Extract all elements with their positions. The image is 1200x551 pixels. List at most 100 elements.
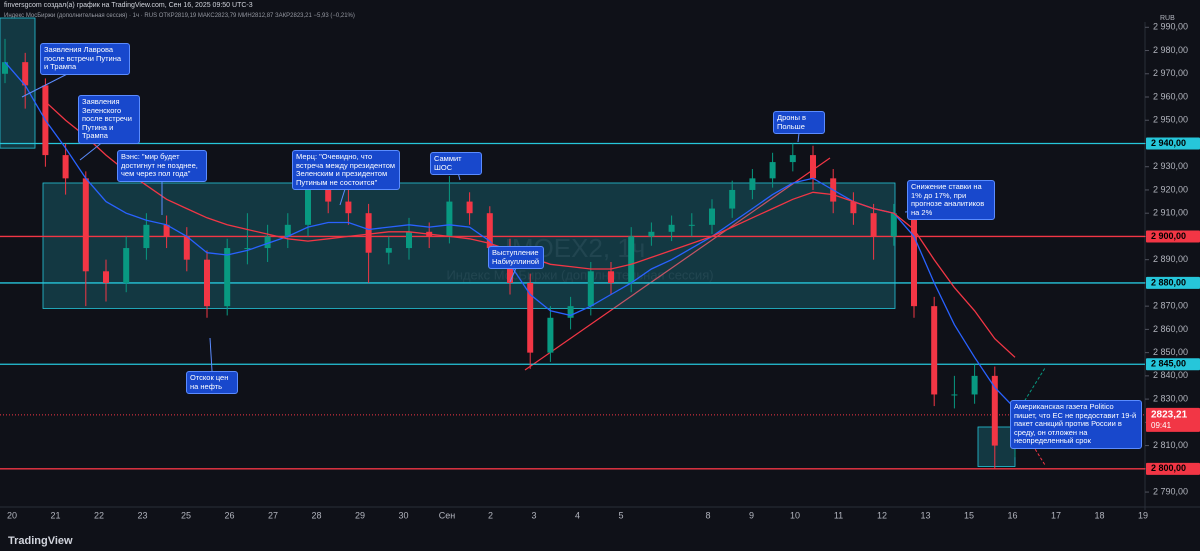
candle-body [345,201,352,214]
y-tick-label: 2 930,00 [1153,161,1188,171]
watermark-name: Индекс МосБиржи (дополнительная сессия) [446,267,713,282]
annotation: Саммит ШОС [430,152,482,175]
x-tick-label: 11 [834,510,843,520]
y-tick-label: 2 980,00 [1153,45,1188,55]
x-tick-label: 10 [790,510,800,520]
candle-body [587,271,594,307]
candle-body [608,271,614,283]
candle-body [163,224,170,237]
candle-body [486,213,493,249]
candle-body [991,375,998,446]
forecast-up [1021,367,1046,406]
x-tick-label: 8 [705,510,710,520]
trend-line [524,157,831,371]
x-tick-label: 18 [1094,510,1104,520]
candle-body [305,189,311,225]
candle-body [527,282,534,353]
price-level-label: 2 800,00 [1151,463,1186,473]
price-level-label: 2 845,00 [1151,359,1186,369]
candle-body [749,178,756,190]
x-tick-label: 29 [355,510,365,520]
annotation: Заявления Зеленского после встречи Путин… [78,95,140,144]
y-tick-label: 2 890,00 [1153,254,1188,264]
x-tick-label: 12 [877,510,887,520]
price-level-tag [1146,137,1200,150]
x-tick-label: 27 [268,510,278,520]
candle-body [951,394,958,396]
y-tick-label: 2 830,00 [1153,393,1188,403]
last-price-label: 2823,21 [1151,410,1188,421]
y-tick-label: 2 960,00 [1153,91,1188,101]
y-tick-label: 2 950,00 [1153,115,1188,125]
candle-body [183,236,190,260]
x-tick-label: 28 [311,510,321,520]
logo: TradingView [8,535,73,547]
legend-line: Индекс МосБиржи (дополнительная сессия) … [4,13,355,19]
x-tick-label: 23 [137,510,147,520]
x-tick-label: 30 [398,510,408,520]
candle-body [911,213,917,307]
x-tick-label: 26 [224,510,234,520]
candle-body [406,231,412,249]
candle-body [385,248,392,253]
y-tick-label: 2 990,00 [1153,22,1188,32]
candle-body [2,62,8,74]
annotation: Отскок цен на нефть [186,371,238,394]
candle-body [143,224,150,249]
candle-body [668,224,675,232]
candle-body [709,208,715,225]
x-tick-label: 20 [7,510,17,520]
annotation: Выступление Набиуллиной [488,246,544,269]
x-tick-label: 5 [618,510,623,520]
y-tick-label: 2 970,00 [1153,68,1188,78]
x-tick-label: 16 [1007,510,1017,520]
candle-body [890,213,897,237]
candle-body [325,189,332,202]
candle-body [648,231,655,237]
x-tick-label: 3 [531,510,536,520]
currency: RUB [1160,15,1175,22]
annotation-pointer [209,337,213,372]
x-tick-label: 9 [749,510,754,520]
annotation-pointer [509,267,517,283]
candle-body [547,317,554,353]
annotation-pointer [797,132,800,143]
candle-body [971,375,978,395]
candle-body [123,248,130,283]
y-tick-label: 2 870,00 [1153,301,1188,311]
x-tick-label: 13 [920,510,930,520]
y-tick-label: 2 850,00 [1153,347,1188,357]
candle-body [22,62,29,86]
x-tick-label: 19 [1138,510,1148,520]
candle-body [870,213,877,237]
candle-body [850,201,857,214]
candle-body [284,224,291,237]
candle-body [628,236,635,283]
price-level-tag [1146,230,1200,243]
y-tick-label: 2 910,00 [1153,208,1188,218]
x-tick-label: 17 [1051,510,1061,520]
candle-body [264,236,271,249]
y-tick-label: 2 840,00 [1153,370,1188,380]
x-tick-label: 4 [575,510,580,520]
price-level-label: 2 880,00 [1151,277,1186,287]
price-level-tag [1146,462,1200,475]
y-tick-label: 2 790,00 [1153,486,1188,496]
x-tick-label: 2 [488,510,493,520]
zone [0,17,36,149]
x-tick-label: 21 [50,510,60,520]
x-tick-label: 25 [181,510,191,520]
y-tick-label: 2 860,00 [1153,324,1188,334]
x-tick-label: 22 [94,510,104,520]
price-level-tag [1146,276,1200,289]
candle-body [446,201,453,237]
price-level-label: 2 940,00 [1151,138,1186,148]
candle-body [365,213,372,253]
candle-body [466,201,473,214]
last-price-tag [1146,407,1200,432]
last-price-time: 09:41 [1151,421,1172,430]
candle-body [82,178,89,272]
candle-body [224,248,231,307]
